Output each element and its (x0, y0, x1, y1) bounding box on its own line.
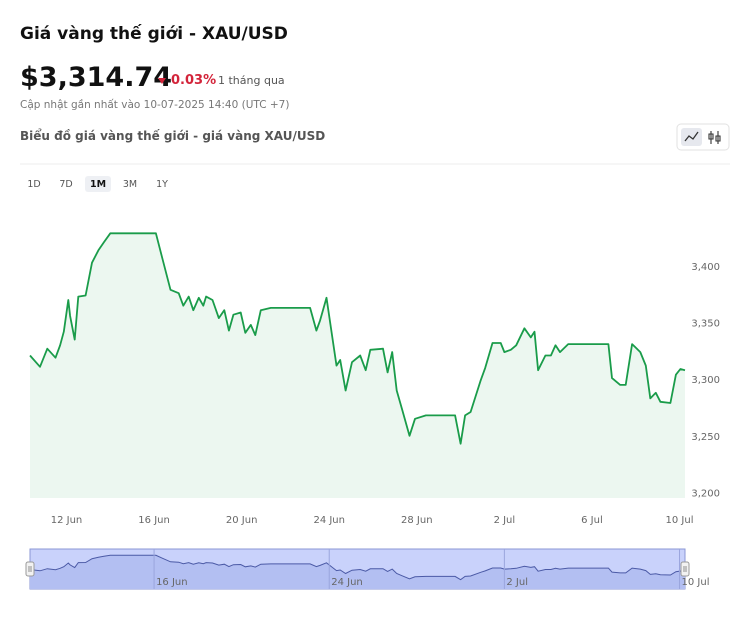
handle-grip (28, 566, 32, 572)
range-button[interactable]: 1Y (156, 179, 168, 190)
x-tick-label: 28 Jun (401, 515, 433, 526)
updated: Cập nhật gần nhất vào 10-07-2025 14:40 (… (20, 99, 289, 111)
navigator-handle[interactable] (25, 561, 35, 577)
line-icon (684, 131, 699, 142)
x-tick-label: 16 Jun (138, 515, 170, 526)
handle-grip (683, 566, 687, 572)
down-arrow (158, 78, 166, 84)
navigator-area (30, 555, 685, 589)
navigator-tick-label: 10 Jul (682, 577, 710, 588)
navigator-tick-label: 24 Jun (331, 577, 363, 588)
navigator-tick-label: 16 Jun (156, 577, 188, 588)
chart-subtitle: Biểu đồ giá vàng thế giới - giá vàng XAU… (20, 128, 325, 143)
y-tick-label: 3,400 (691, 262, 720, 273)
price-change: 0.03% (171, 73, 216, 88)
price-line (29, 232, 686, 445)
navigator-tick-label: 2 Jul (506, 577, 528, 588)
area (30, 233, 685, 499)
x-tick-label: 12 Jun (51, 515, 83, 526)
x-tick-label: 10 Jul (666, 515, 694, 526)
x-tick-label: 24 Jun (313, 515, 345, 526)
page-title: Giá vàng thế giới - XAU/USD (20, 23, 288, 44)
range-button[interactable]: 3M (123, 179, 137, 190)
x-tick-label: 20 Jun (226, 515, 258, 526)
y-tick-label: 3,200 (691, 488, 720, 499)
range-button[interactable]: 1D (27, 179, 40, 190)
x-tick-label: 2 Jul (494, 515, 516, 526)
y-tick-label: 3,250 (691, 432, 720, 443)
line-mode-button[interactable] (681, 128, 702, 146)
period: 1 tháng qua (218, 74, 285, 87)
candle-icon[interactable] (708, 131, 721, 144)
y-tick-label: 3,350 (691, 319, 720, 330)
navigator-handle[interactable] (680, 561, 690, 577)
range-button[interactable]: 1M (90, 179, 106, 190)
navigator-line (29, 554, 686, 581)
y-tick-label: 3,300 (691, 375, 720, 386)
range-button-bg (85, 176, 111, 192)
x-tick-label: 6 Jul (581, 515, 603, 526)
price: $3,314.74 (20, 62, 172, 93)
range-button[interactable]: 7D (59, 179, 72, 190)
